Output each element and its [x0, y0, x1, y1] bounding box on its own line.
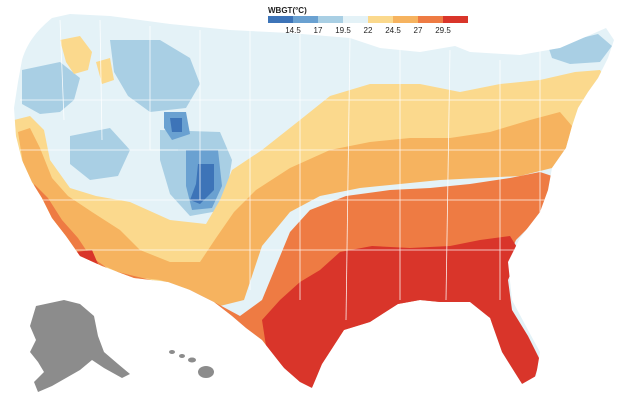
legend-tick-label: 22 [364, 26, 373, 35]
alaska-region [30, 300, 130, 392]
legend-ticks: 14.5 17 19.5 22 24.5 27 29.5 [285, 26, 451, 35]
legend-tick-label: 14.5 [285, 26, 301, 35]
legend-swatch-4 [343, 16, 368, 23]
legend-swatch-6 [393, 16, 418, 23]
hawaii-region [169, 350, 214, 378]
legend-swatch-5 [368, 16, 393, 23]
legend-tick-label: 24.5 [385, 26, 401, 35]
legend-swatch-8 [443, 16, 468, 23]
legend-tick-label: 29.5 [435, 26, 451, 35]
legend-title: WBGT(°C) [268, 6, 307, 15]
mild-zone [14, 70, 610, 290]
legend-swatch-3 [318, 16, 343, 23]
cooler-zone-great-basin [70, 128, 130, 180]
legend-swatch-1 [268, 16, 293, 23]
cooler-zone-northwest [22, 62, 80, 114]
mild-zone-northwest [60, 36, 92, 74]
legend: WBGT(°C) 14.5 17 19.5 22 24.5 27 29.5 [268, 6, 468, 35]
legend-tick-label: 19.5 [335, 26, 351, 35]
deep-blue-zone-wyoming [170, 118, 182, 132]
cooler-zone-rockies [110, 40, 200, 112]
hot-zone [34, 172, 552, 382]
legend-tick-label: 27 [414, 26, 423, 35]
legend-swatch-2 [293, 16, 318, 23]
warm-zone [18, 112, 572, 306]
state-borders [20, 19, 600, 321]
cooler-zone-northeast [548, 34, 612, 64]
legend-swatches [268, 16, 468, 23]
legend-swatch-7 [418, 16, 443, 23]
legend-tick-label: 17 [314, 26, 323, 35]
deep-blue-zone-colorado [190, 164, 214, 204]
